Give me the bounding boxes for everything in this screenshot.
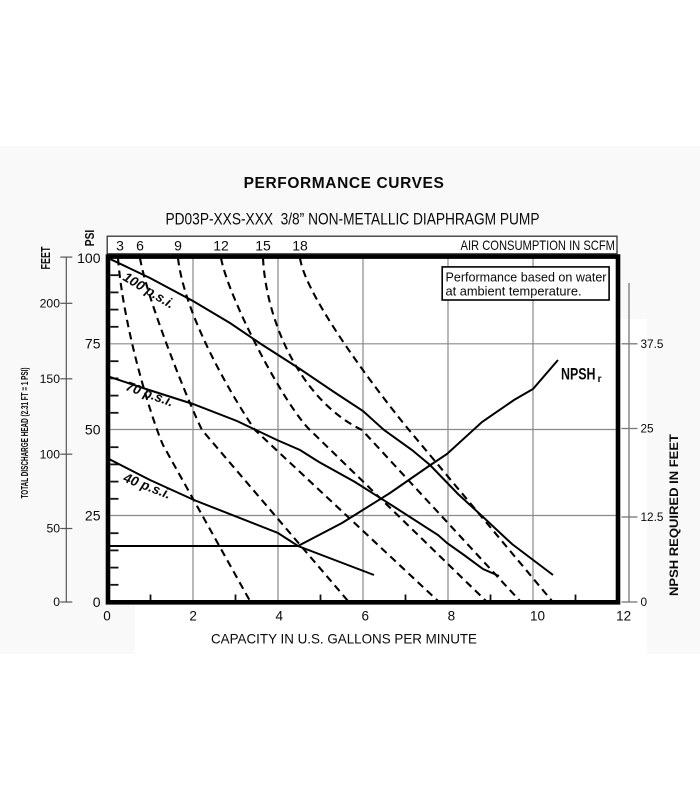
svg-text:TOTAL DISCHARGE HEAD (2.31 FT: TOTAL DISCHARGE HEAD (2.31 FT = 1 PSI)	[20, 368, 31, 499]
svg-text:9: 9	[174, 237, 182, 253]
svg-text:0: 0	[53, 595, 60, 609]
svg-text:NPSH REQUIRED IN FEET: NPSH REQUIRED IN FEET	[669, 434, 681, 596]
svg-text:25: 25	[85, 507, 101, 523]
svg-text:r: r	[598, 373, 602, 385]
svg-text:10: 10	[530, 609, 545, 624]
svg-text:100: 100	[77, 250, 101, 266]
svg-text:0: 0	[641, 595, 648, 609]
svg-text:150: 150	[40, 372, 61, 386]
svg-text:CAPACITY IN U.S. GALLONS PER M: CAPACITY IN U.S. GALLONS PER MINUTE	[211, 632, 477, 647]
svg-text:NPSH: NPSH	[561, 365, 596, 383]
svg-text:200: 200	[40, 297, 61, 311]
svg-text:37.5: 37.5	[641, 337, 664, 351]
svg-text:PD03P-XXS-XXX 3/8” NON-METALL: PD03P-XXS-XXX 3/8” NON-METALLIC DIAPHRAG…	[166, 211, 540, 229]
svg-text:FEET: FEET	[38, 246, 53, 269]
svg-text:AIR CONSUMPTION IN SCFM: AIR CONSUMPTION IN SCFM	[461, 238, 616, 253]
svg-text:12: 12	[616, 609, 631, 624]
svg-text:6: 6	[136, 237, 144, 253]
svg-text:0: 0	[93, 594, 101, 610]
svg-text:6: 6	[362, 609, 370, 624]
svg-text:8: 8	[448, 609, 456, 624]
svg-text:15: 15	[255, 237, 271, 253]
svg-text:12: 12	[213, 237, 229, 253]
svg-text:PERFORMANCE CURVES: PERFORMANCE CURVES	[244, 175, 445, 192]
svg-text:PSI: PSI	[83, 230, 97, 247]
svg-text:4: 4	[275, 609, 283, 624]
svg-text:3: 3	[116, 237, 124, 253]
svg-text:12.5: 12.5	[641, 510, 664, 524]
svg-text:0: 0	[103, 609, 111, 624]
svg-text:2: 2	[189, 609, 197, 624]
svg-text:18: 18	[292, 237, 308, 253]
svg-text:Performance based on water: Performance based on water	[446, 270, 608, 285]
svg-text:50: 50	[85, 421, 101, 437]
svg-text:25: 25	[641, 422, 655, 436]
svg-text:100: 100	[40, 447, 61, 461]
svg-text:at ambient temperature.: at ambient temperature.	[446, 284, 582, 299]
svg-text:50: 50	[46, 522, 60, 536]
svg-text:75: 75	[85, 336, 101, 352]
